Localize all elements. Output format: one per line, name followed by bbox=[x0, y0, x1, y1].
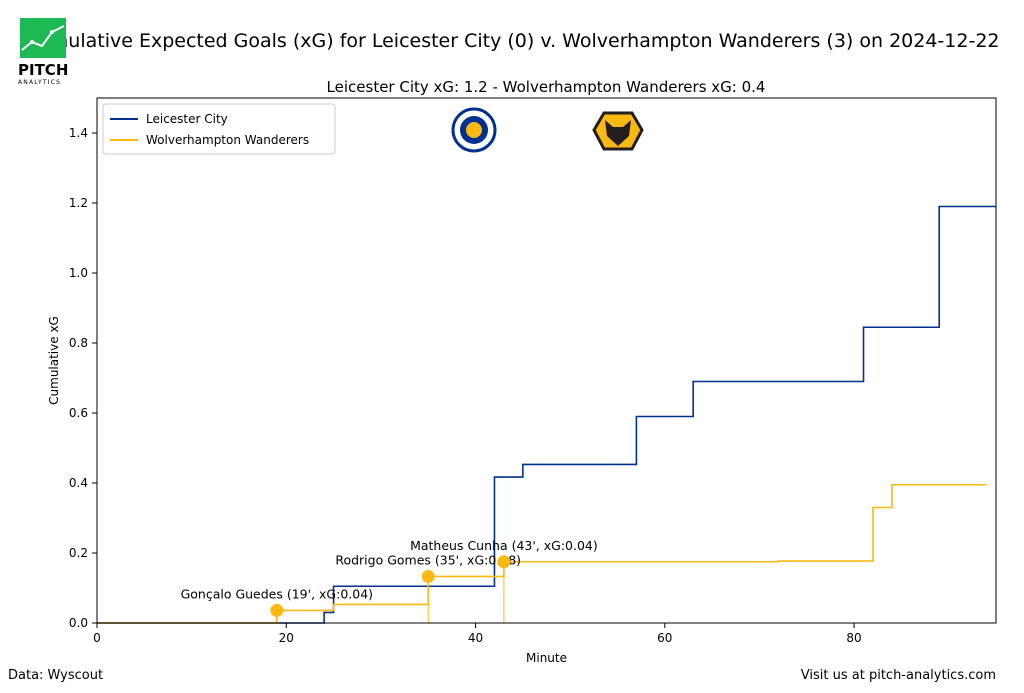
leicester-crest bbox=[451, 107, 497, 153]
legend-label-leicester: Leicester City bbox=[146, 112, 228, 126]
x-tick-label-0: 0 bbox=[93, 631, 101, 645]
series-line-0 bbox=[97, 205, 996, 624]
x-tick-label-3: 60 bbox=[657, 631, 672, 645]
goal-marker-0 bbox=[270, 603, 284, 617]
x-tick-label-2: 40 bbox=[468, 631, 483, 645]
x-axis-label: Minute bbox=[526, 651, 567, 665]
x-tick-label-1: 20 bbox=[279, 631, 294, 645]
series-line-1 bbox=[97, 483, 987, 624]
chart-subtitle: Leicester City xG: 1.2 - Wolverhampton W… bbox=[326, 78, 766, 96]
legend-box bbox=[102, 103, 336, 155]
goal-annotation-2: Matheus Cunha (43', xG:0.04) bbox=[410, 538, 598, 553]
website-link[interactable]: Visit us at pitch-analytics.com bbox=[800, 668, 996, 683]
y-tick-label-7: 1.4 bbox=[69, 126, 88, 140]
data-source: Data: Wyscout bbox=[8, 668, 104, 683]
y-tick-label-0: 0.0 bbox=[69, 616, 88, 630]
goal-annotation-1: Rodrigo Gomes (35', xG:0.08) bbox=[335, 552, 521, 567]
y-tick-label-4: 0.8 bbox=[69, 336, 88, 350]
x-tick-label-4: 80 bbox=[846, 631, 861, 645]
wolves-crest bbox=[592, 111, 644, 151]
wolf-head-icon bbox=[605, 120, 631, 146]
goal-marker-2 bbox=[497, 555, 511, 569]
page-title: Cumulative Expected Goals (xG) for Leice… bbox=[24, 30, 1000, 52]
y-axis-label: Cumulative xG bbox=[47, 316, 61, 405]
pitch-analytics-logo: PITCH ANALYTICS bbox=[18, 18, 68, 86]
logo-pitch-icon bbox=[20, 18, 66, 58]
legend: Leicester City Wolverhampton Wanderers bbox=[102, 103, 336, 155]
y-tick-label-6: 1.2 bbox=[69, 196, 88, 210]
y-tick-label-3: 0.6 bbox=[69, 406, 88, 420]
logo-tagline-text: ANALYTICS bbox=[18, 79, 61, 86]
goal-marker-1 bbox=[421, 569, 435, 583]
y-tick-label-5: 1.0 bbox=[69, 266, 88, 280]
y-tick-label-2: 0.4 bbox=[69, 476, 88, 490]
fox-icon bbox=[466, 122, 482, 138]
goal-annotation-0: Gonçalo Guedes (19', xG:0.04) bbox=[181, 586, 373, 601]
plot-frame bbox=[96, 97, 997, 624]
y-tick-label-1: 0.2 bbox=[69, 546, 88, 560]
axes: 0 20 40 60 80 0.0 0.2 0.4 0.6 0.8 1.0 1.2 1.4 Minute C… bbox=[47, 126, 862, 665]
logo-brand-text: PITCH bbox=[18, 61, 68, 79]
plot-area: Gonçalo Guedes (19', xG:0.04) Rodrigo Gom… bbox=[97, 205, 996, 624]
legend-label-wolves: Wolverhampton Wanderers bbox=[146, 133, 309, 147]
